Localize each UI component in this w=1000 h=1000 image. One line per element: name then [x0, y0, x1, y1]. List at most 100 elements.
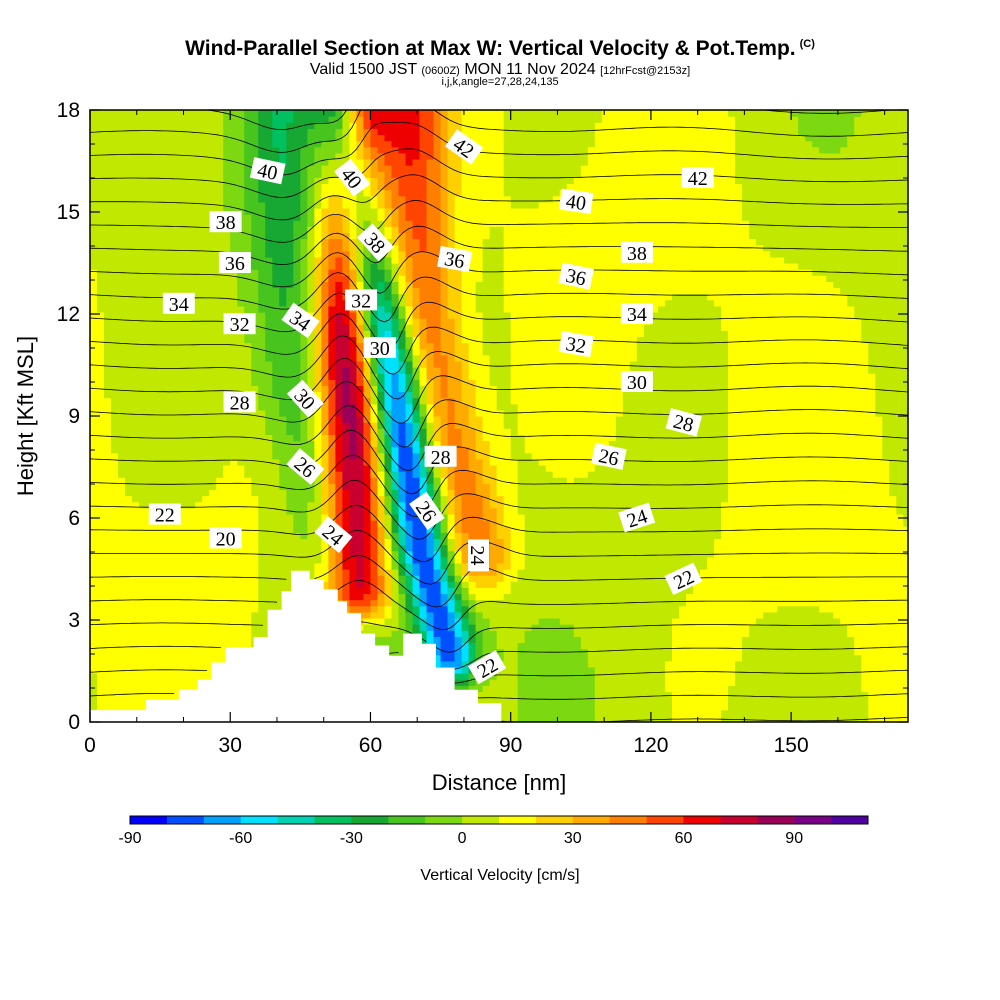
velocity-cell [314, 348, 322, 356]
velocity-cell [146, 636, 154, 644]
velocity-cell [146, 171, 154, 178]
velocity-cell [307, 122, 315, 129]
velocity-cell [188, 458, 196, 466]
velocity-cell [216, 581, 224, 588]
velocity-cell [90, 654, 98, 662]
velocity-cell [132, 201, 140, 209]
velocity-cell [160, 146, 168, 154]
velocity-cell [202, 526, 210, 533]
velocity-cell [209, 171, 217, 178]
velocity-cell [384, 403, 393, 411]
velocity-cell [251, 385, 259, 393]
velocity-cell [90, 416, 98, 423]
velocity-cell [118, 134, 126, 142]
velocity-cell [391, 324, 400, 331]
velocity-cell [356, 391, 365, 399]
velocity-cell [419, 434, 428, 442]
velocity-cell [230, 593, 238, 601]
velocity-cell [398, 263, 407, 270]
velocity-cell [370, 183, 379, 191]
valid-utc: (0600Z) [421, 65, 460, 77]
velocity-cell [160, 440, 168, 448]
velocity-cell [251, 532, 259, 539]
velocity-cell [216, 452, 224, 460]
velocity-cell [426, 244, 435, 252]
velocity-cell [237, 116, 245, 123]
velocity-cell [167, 183, 175, 191]
velocity-cell [153, 617, 161, 625]
velocity-cell [370, 165, 379, 172]
velocity-cell [118, 318, 126, 325]
velocity-cell [223, 354, 231, 362]
velocity-cell [216, 281, 224, 289]
velocity-cell [307, 538, 315, 546]
velocity-cell [433, 550, 442, 558]
velocity-cell [314, 201, 322, 209]
velocity-cell [251, 140, 259, 148]
velocity-cell [370, 538, 379, 546]
velocity-cell [209, 373, 217, 380]
velocity-cell [167, 483, 175, 491]
velocity-cell [195, 238, 203, 246]
velocity-cell [195, 440, 203, 448]
velocity-cell [258, 495, 266, 503]
velocity-cell [97, 256, 105, 264]
velocity-cell [209, 416, 217, 423]
velocity-cell [167, 489, 175, 497]
velocity-cell [230, 617, 238, 625]
velocity-cell [146, 581, 154, 588]
velocity-cell [370, 526, 379, 533]
velocity-cell [132, 116, 140, 123]
velocity-cell [244, 611, 252, 619]
velocity-cell [300, 483, 308, 491]
velocity-cell [125, 526, 133, 533]
velocity-cell [398, 226, 407, 233]
velocity-cell [286, 385, 294, 393]
velocity-cell [349, 391, 358, 399]
velocity-cell [300, 532, 308, 539]
velocity-cell [139, 599, 147, 607]
velocity-cell [426, 538, 435, 546]
velocity-cell [125, 348, 133, 356]
velocity-cell [132, 703, 140, 711]
velocity-cell [279, 226, 287, 233]
velocity-cell [139, 501, 147, 509]
velocity-cell [132, 226, 140, 233]
velocity-cell [216, 550, 224, 558]
velocity-cell [279, 116, 287, 123]
velocity-cell [370, 269, 379, 276]
grid-indices: i,j,k,angle=27,28,24,135 [441, 76, 559, 88]
velocity-cell [426, 416, 435, 423]
velocity-cell [265, 336, 273, 344]
velocity-cell [349, 324, 358, 331]
velocity-cell [279, 520, 287, 527]
velocity-cell [167, 122, 175, 129]
velocity-cell [244, 354, 252, 362]
velocity-cell [188, 256, 196, 264]
velocity-cell [405, 226, 414, 233]
velocity-cell [111, 532, 119, 539]
velocity-cell [307, 299, 315, 307]
velocity-cell [195, 263, 203, 270]
velocity-cell [258, 275, 266, 282]
velocity-cell [419, 128, 428, 136]
velocity-cell [174, 360, 182, 368]
velocity-cell [342, 507, 351, 515]
velocity-cell [167, 354, 175, 362]
velocity-cell [335, 440, 344, 448]
velocity-cell [265, 593, 273, 601]
velocity-cell [244, 605, 252, 613]
velocity-cell [398, 367, 407, 374]
velocity-cell [237, 146, 245, 154]
velocity-cell [342, 483, 351, 491]
velocity-cell [174, 171, 182, 178]
velocity-cell [398, 593, 407, 601]
velocity-cell [300, 256, 308, 264]
velocity-cell [90, 685, 98, 692]
velocity-cell [328, 385, 336, 393]
velocity-cell [230, 379, 238, 386]
velocity-cell [146, 269, 154, 276]
velocity-cell [160, 446, 168, 454]
velocity-cell [335, 354, 344, 362]
velocity-cell [202, 373, 210, 380]
